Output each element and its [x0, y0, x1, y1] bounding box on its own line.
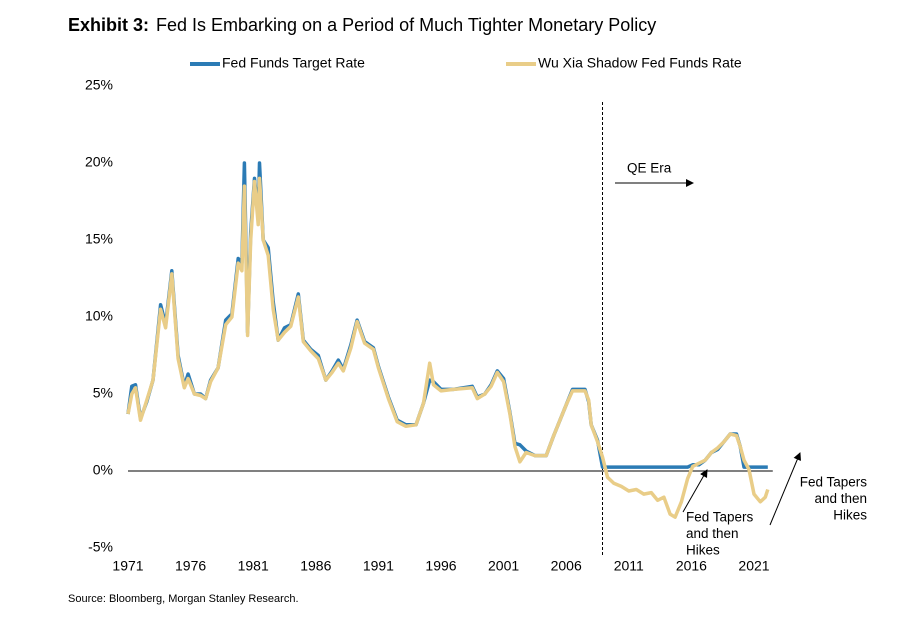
- chart-title-label: Exhibit 3:: [68, 15, 149, 35]
- x-tick-label: 1996: [425, 558, 456, 574]
- annotation: Hikes: [833, 508, 867, 523]
- source: Source: Bloomberg, Morgan Stanley Resear…: [68, 593, 299, 605]
- x-tick-label: 1976: [175, 558, 206, 574]
- y-tick-label: 5%: [93, 385, 113, 401]
- x-tick-label: 2011: [614, 558, 644, 574]
- annotation: Hikes: [686, 543, 720, 558]
- annotation: Fed Tapers: [686, 510, 754, 525]
- y-tick-label: -5%: [88, 539, 113, 555]
- x-tick-label: 1986: [300, 558, 331, 574]
- y-tick-label: 15%: [85, 231, 113, 247]
- annotation: and then: [686, 526, 739, 541]
- series-line: [126, 161, 768, 469]
- legend-label: Wu Xia Shadow Fed Funds Rate: [538, 55, 742, 71]
- y-tick-label: 25%: [85, 77, 113, 93]
- x-tick-label: 1991: [363, 558, 394, 574]
- y-tick-label: 20%: [85, 154, 113, 170]
- x-tick-label: 2001: [488, 558, 519, 574]
- annotation: and then: [814, 491, 867, 506]
- arrow: [769, 452, 801, 526]
- x-tick-label: 1981: [238, 558, 269, 574]
- x-tick-label: 2016: [676, 558, 707, 574]
- x-tick-label: 1971: [112, 558, 143, 574]
- x-tick-label: 2006: [551, 558, 582, 574]
- y-tick-label: 0%: [93, 462, 113, 478]
- x-tick-label: 2021: [738, 558, 769, 574]
- chart-title: Fed Is Embarking on a Period of Much Tig…: [156, 15, 656, 35]
- series-line: [126, 176, 770, 519]
- arrow: [682, 469, 708, 513]
- annotation: QE Era: [627, 161, 672, 176]
- y-tick-label: 10%: [85, 308, 113, 324]
- annotation: Fed Tapers: [800, 475, 868, 490]
- legend-label: Fed Funds Target Rate: [222, 55, 365, 71]
